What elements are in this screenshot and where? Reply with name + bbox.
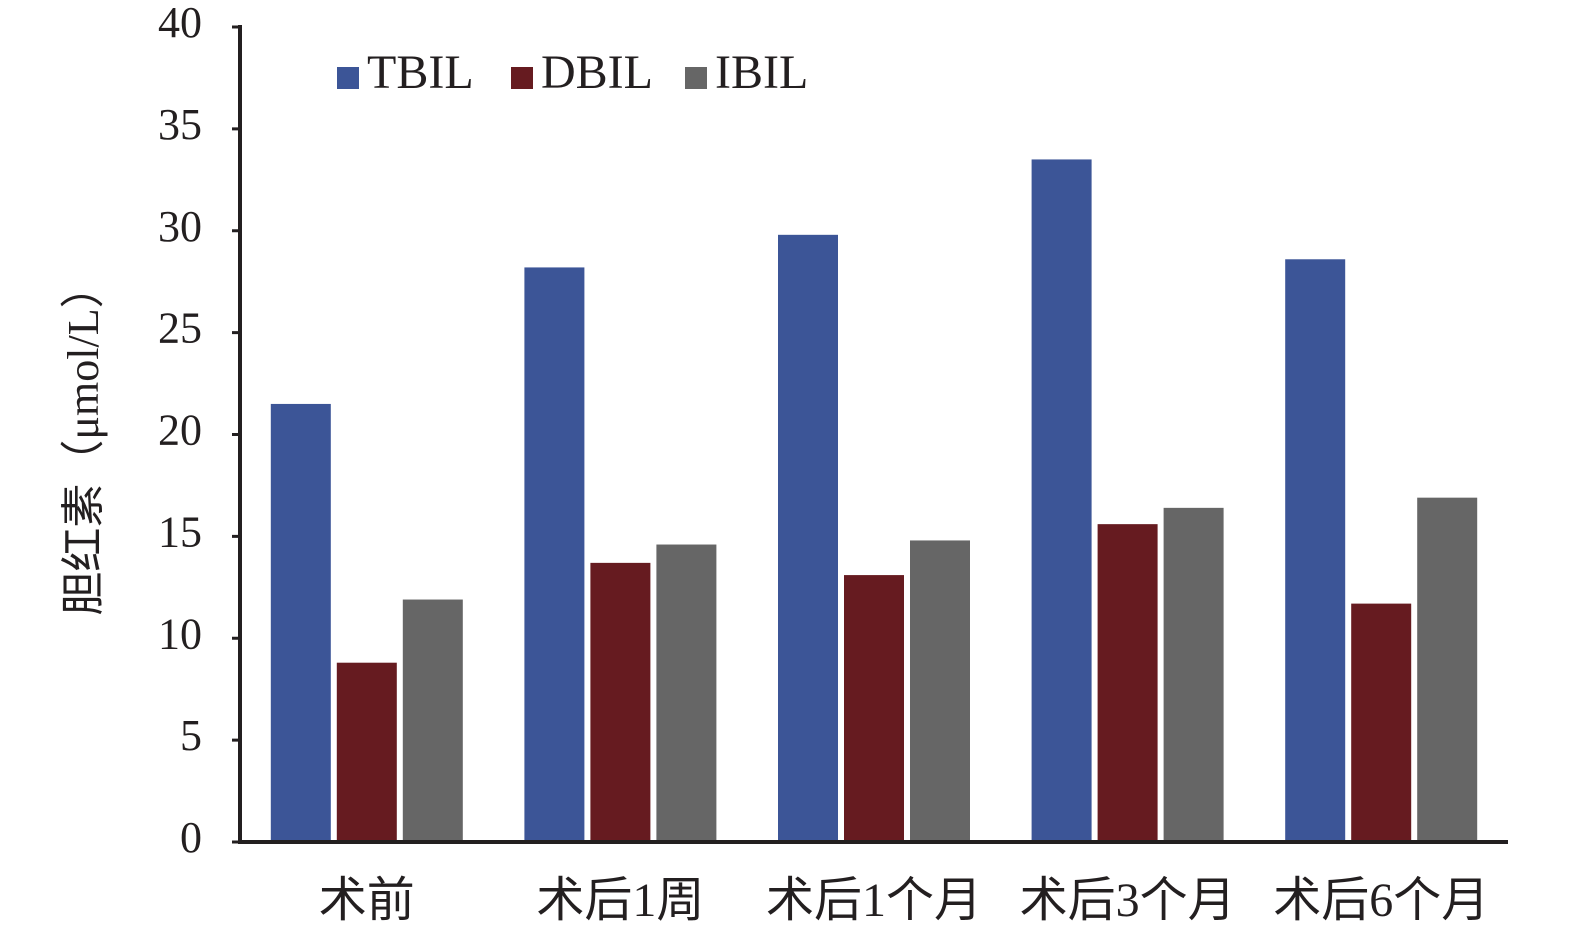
legend-label: IBIL <box>715 46 808 99</box>
y-tick-label: 25 <box>158 304 202 353</box>
legend-swatch <box>511 67 533 89</box>
x-tick-label: 术后6个月 <box>1273 874 1489 927</box>
legend-swatch <box>337 67 359 89</box>
y-tick-label: 5 <box>180 711 202 760</box>
y-tick-label: 40 <box>158 0 202 47</box>
bar <box>1163 507 1224 842</box>
x-tick-label: 术后1个月 <box>766 874 982 927</box>
bar <box>402 599 463 842</box>
y-axis-title: 胆红素（μmol/L） <box>59 264 108 615</box>
bar <box>778 234 838 842</box>
bar <box>336 662 397 842</box>
x-tick-label: 术前 <box>319 874 415 927</box>
bar <box>1417 497 1478 842</box>
bar <box>590 562 651 842</box>
legend-label: TBIL <box>367 46 474 99</box>
bar <box>1031 159 1092 842</box>
y-tick-label: 35 <box>158 100 202 149</box>
y-tick-label: 30 <box>158 202 202 251</box>
bar <box>524 267 585 842</box>
bar <box>844 575 904 842</box>
legend-label: DBIL <box>541 46 653 99</box>
y-tick-label: 15 <box>158 507 202 556</box>
y-tick-label: 0 <box>180 813 202 862</box>
bar <box>910 540 970 842</box>
x-tick-label: 术后1周 <box>536 874 704 927</box>
y-tick-label: 10 <box>158 609 202 658</box>
bar <box>1351 603 1412 842</box>
x-tick-label: 术后3个月 <box>1020 874 1236 927</box>
bar <box>1097 524 1158 842</box>
y-tick-label: 20 <box>158 406 202 455</box>
legend-swatch <box>685 67 707 89</box>
bar <box>270 403 331 842</box>
bar <box>656 544 717 842</box>
bar <box>1285 259 1346 842</box>
